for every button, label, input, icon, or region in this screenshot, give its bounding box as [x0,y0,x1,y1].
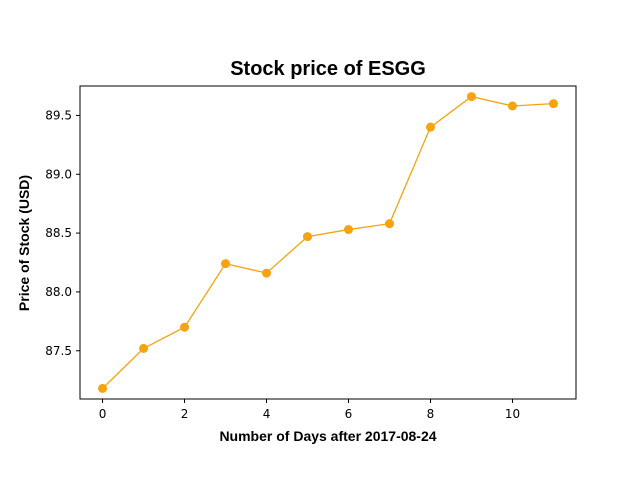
y-tick-label: 89.5 [45,108,72,122]
axes [79,85,577,400]
chart-title: Stock price of ESGG [230,58,426,80]
data-point [303,232,313,242]
data-point [221,259,231,269]
x-tick-label: 2 [181,407,189,421]
data-point [180,322,190,332]
plot-frame [79,85,577,400]
data-point [98,383,108,393]
series-line [102,95,554,389]
y-tick-label: 89.0 [45,167,72,181]
data-point [262,268,272,278]
data-point [384,219,394,229]
x-tick-label: 0 [99,407,107,421]
data-point [139,343,149,353]
y-tick-label: 88.5 [45,226,72,240]
y-tick-label: 88.0 [45,285,72,299]
data-point [466,92,476,102]
series [98,92,558,393]
x-ticks: 0 2 4 6 8 10 [99,399,520,421]
y-tick-label: 87.5 [45,344,72,358]
x-tick-label: 4 [263,407,271,421]
x-axis-label: Number of Days after 2017-08-24 [219,428,436,444]
data-point [507,101,517,111]
data-point [548,99,558,109]
x-tick-label: 8 [427,407,435,421]
x-tick-label: 6 [345,407,353,421]
data-point [343,225,353,235]
y-ticks: 87.5 88.0 88.5 89.0 89.5 [45,108,80,358]
x-tick-label: 10 [505,407,520,421]
data-point [425,122,435,132]
y-axis-label: Price of Stock (USD) [16,175,32,311]
